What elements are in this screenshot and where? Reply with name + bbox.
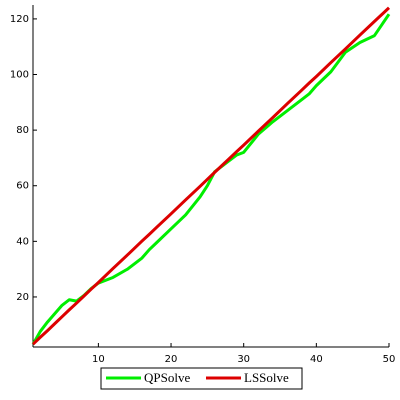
legend-label: LSSolve: [244, 370, 289, 385]
y-tick-label: 20: [16, 292, 29, 303]
legend-label: QPSolve: [144, 370, 190, 385]
x-tick-label: 50: [383, 354, 396, 365]
y-tick-label: 100: [10, 70, 29, 81]
y-tick-label: 40: [16, 236, 29, 247]
y-tick-label: 80: [16, 125, 29, 136]
series-line: [31, 13, 391, 345]
series-line: [31, 6, 391, 346]
x-tick-label: 20: [165, 354, 178, 365]
y-tick-label: 120: [10, 14, 29, 25]
y-tick-label: 60: [16, 181, 29, 192]
x-tick-label: 40: [310, 354, 323, 365]
legend-box: [100, 367, 303, 390]
x-tick-label: 30: [237, 354, 250, 365]
x-tick-label: 10: [92, 354, 105, 365]
